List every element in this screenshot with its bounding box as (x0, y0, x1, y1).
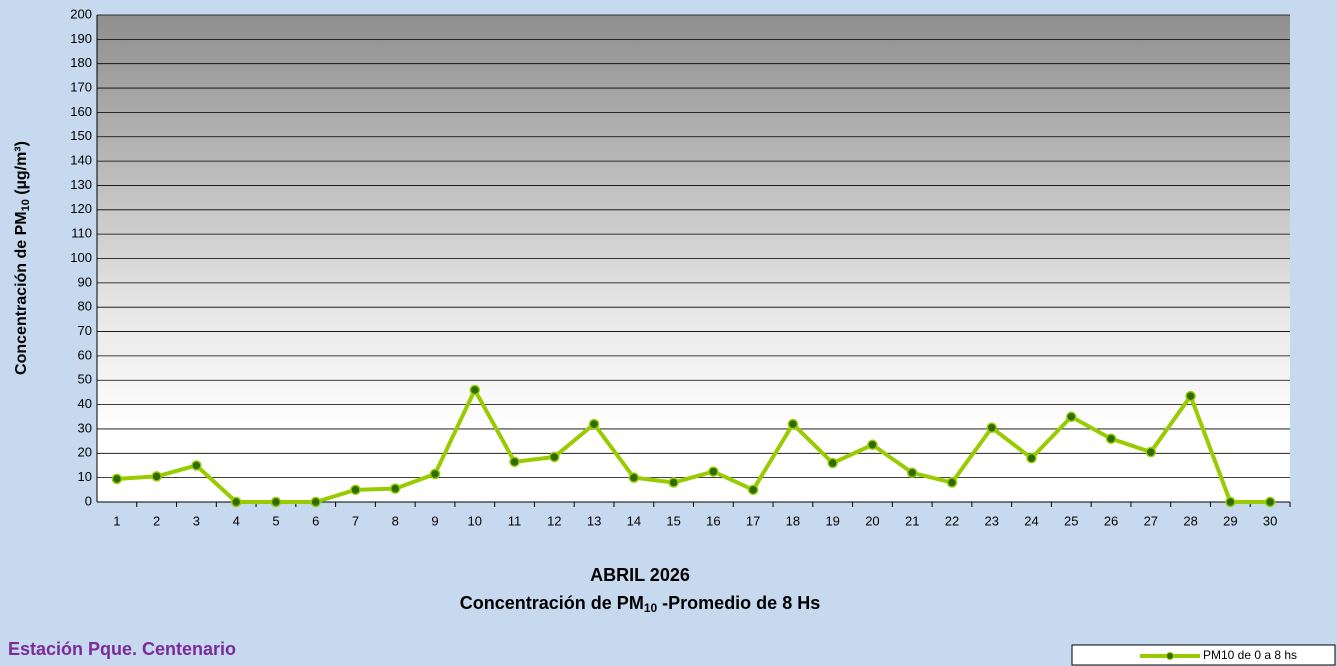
y-tick-label: 0 (85, 493, 92, 508)
y-tick-label: 20 (78, 445, 92, 460)
data-point (509, 456, 520, 468)
data-point (946, 477, 958, 488)
x-tick-label: 24 (1024, 513, 1038, 528)
x-tick-label: 22 (945, 513, 959, 528)
x-tick-label: 3 (193, 513, 200, 528)
x-tick-label: 29 (1223, 513, 1237, 528)
data-point (827, 457, 838, 469)
data-point (270, 496, 282, 508)
x-tick-label: 11 (508, 513, 522, 528)
y-tick-label: 70 (78, 323, 92, 338)
data-point (230, 496, 242, 508)
station-label: Estación Pque. Centenario (8, 639, 236, 659)
y-tick-label: 160 (70, 104, 92, 119)
x-tick-label: 1 (113, 513, 120, 528)
x-tick-label: 14 (627, 513, 641, 528)
data-point (191, 460, 202, 471)
data-point (588, 418, 600, 430)
x-tick-label: 30 (1263, 513, 1277, 528)
data-point (350, 484, 361, 496)
y-tick-label: 180 (70, 55, 92, 70)
y-tick-label: 100 (70, 250, 92, 265)
y-tick-label: 140 (70, 153, 92, 168)
data-point (906, 467, 918, 479)
y-tick-label: 40 (78, 396, 92, 411)
x-tick-label: 7 (352, 513, 359, 528)
data-point (1185, 390, 1196, 402)
x-tick-label: 10 (468, 513, 482, 528)
data-point (628, 472, 640, 483)
data-point (310, 496, 321, 508)
data-point (390, 483, 401, 494)
x-tick-label: 20 (865, 513, 879, 528)
x-tick-label: 12 (547, 513, 561, 528)
y-label-rest: (µg/m³) (13, 141, 30, 199)
data-point (469, 384, 481, 396)
x-tick-label: 4 (233, 513, 240, 528)
x-tick-label: 25 (1064, 513, 1078, 528)
y-tick-label: 200 (70, 6, 92, 21)
x-tick-label: 26 (1104, 513, 1118, 528)
y-label-text: Concentración de PM (13, 211, 30, 375)
y-axis-label: Concentración de PM10 (µg/m³) (13, 141, 32, 375)
chart-subtitle: Concentración de PM10 -Promedio de 8 Hs (460, 593, 820, 615)
subtitle-rest: -Promedio de 8 Hs (657, 593, 820, 613)
x-tick-label: 17 (746, 513, 760, 528)
y-tick-label: 170 (70, 79, 92, 94)
data-point (111, 473, 123, 485)
x-tick-label: 19 (825, 513, 839, 528)
y-tick-label: 50 (78, 372, 92, 387)
y-tick-label: 130 (70, 177, 92, 192)
chart-title: ABRIL 2026 (590, 565, 690, 585)
y-tick-label: 120 (70, 201, 92, 216)
y-tick-label: 190 (70, 31, 92, 46)
x-tick-label: 6 (312, 513, 319, 528)
x-tick-label: 27 (1144, 513, 1158, 528)
data-point (1145, 446, 1157, 458)
x-tick-label: 23 (985, 513, 999, 528)
x-tick-label: 18 (786, 513, 800, 528)
x-tick-label: 13 (587, 513, 601, 528)
series-line (116, 387, 1271, 504)
x-tick-label: 15 (666, 513, 680, 528)
data-point (151, 471, 162, 482)
y-tick-label: 80 (78, 299, 92, 314)
subtitle-sub: 10 (644, 601, 658, 615)
legend-label: PM10 de 0 a 8 hs (1203, 648, 1297, 662)
data-point (1225, 496, 1236, 508)
data-point (1026, 452, 1037, 464)
data-point (867, 439, 878, 451)
data-point (747, 484, 759, 496)
legend-box (1071, 644, 1336, 666)
data-point (429, 468, 441, 480)
subtitle-text: Concentración de PM (460, 593, 644, 613)
x-tick-label: 9 (431, 513, 438, 528)
data-point (986, 422, 997, 433)
x-tick-label: 21 (905, 513, 919, 528)
data-point (1105, 433, 1117, 444)
x-tick-label: 28 (1183, 513, 1197, 528)
y-tick-label: 30 (78, 420, 92, 435)
x-tick-label: 8 (392, 513, 399, 528)
y-tick-label: 60 (78, 347, 92, 362)
x-tick-label: 5 (272, 513, 279, 528)
y-tick-label: 110 (71, 226, 92, 241)
x-tick-label: 16 (706, 513, 720, 528)
legend-marker (1166, 652, 1174, 660)
data-point (708, 466, 719, 477)
data-point (1264, 496, 1276, 508)
data-point (1066, 411, 1077, 423)
y-tick-label: 150 (70, 128, 92, 143)
data-point (668, 477, 679, 488)
data-point (787, 418, 799, 430)
y-tick-label: 10 (78, 469, 92, 484)
y-tick-label: 90 (78, 274, 92, 289)
x-tick-label: 2 (153, 513, 160, 528)
y-label-sub: 10 (20, 199, 32, 211)
data-point (549, 451, 560, 463)
